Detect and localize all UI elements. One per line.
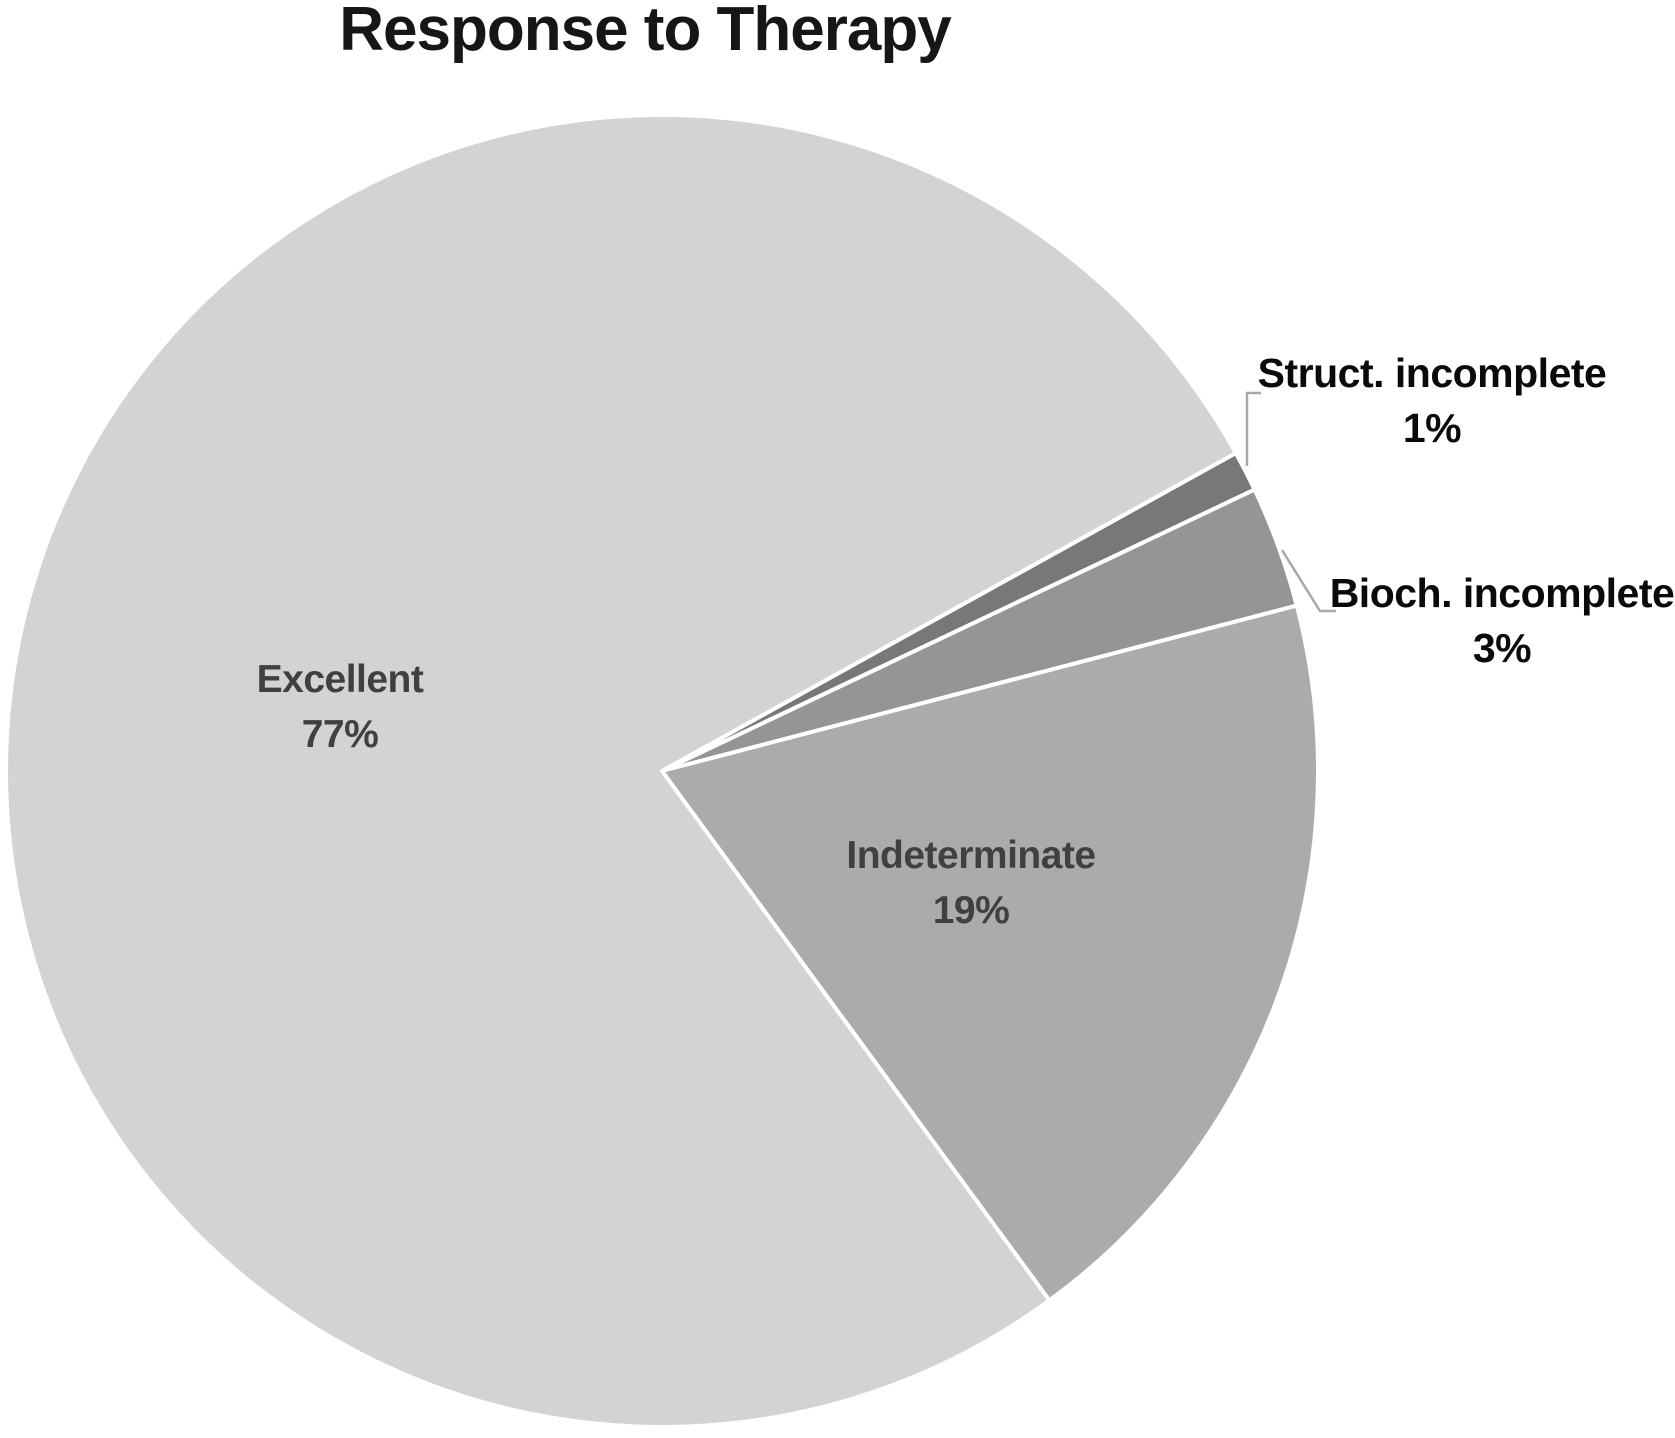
leader-line-struct-incomplete xyxy=(1245,391,1261,466)
leader-line-bioch-incomplete xyxy=(1280,549,1336,613)
pie-slice-excellent xyxy=(4,113,1238,1429)
slice-label-excellent: Excellent 77% xyxy=(257,652,424,762)
slice-label-excellent-value: 77% xyxy=(301,713,379,756)
slice-label-excellent-name: Excellent xyxy=(256,658,424,701)
slice-label-indeterminate: Indeterminate 19% xyxy=(846,828,1096,938)
slice-label-bioch-incomplete: Bioch. incomplete 3% xyxy=(1330,566,1675,676)
slice-label-indeterminate-name: Indeterminate xyxy=(846,834,1096,877)
chart-title: Response to Therapy xyxy=(339,0,951,64)
slice-label-struct-incomplete: Struct. incomplete 1% xyxy=(1258,346,1607,456)
slice-label-bioch-incomplete-name: Bioch. incomplete xyxy=(1329,570,1675,616)
slice-label-struct-incomplete-value: 1% xyxy=(1402,405,1462,451)
slice-label-indeterminate-value: 19% xyxy=(932,889,1010,932)
slice-label-struct-incomplete-name: Struct. incomplete xyxy=(1257,350,1607,396)
pie-slice-indeterminate xyxy=(660,603,1320,1303)
slice-label-bioch-incomplete-value: 3% xyxy=(1472,625,1532,671)
